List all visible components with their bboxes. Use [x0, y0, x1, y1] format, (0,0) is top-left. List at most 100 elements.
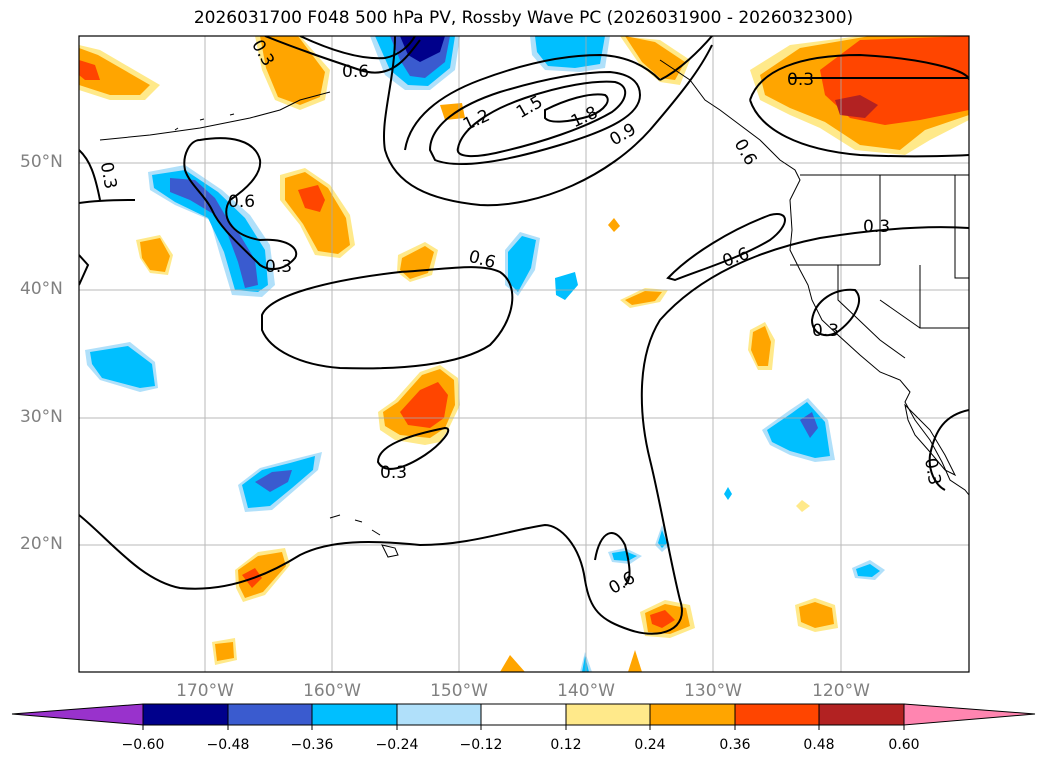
fill-positive-south: [628, 650, 642, 672]
fill-positive-east: [751, 326, 771, 366]
coast-alaska-islands: [174, 113, 235, 131]
fill-positive-east: [796, 500, 810, 512]
fill-negative-east: [767, 402, 830, 458]
contour-label: 0.6: [720, 244, 752, 272]
contour-line: [264, 36, 421, 74]
colorbar-low-arrow: [11, 703, 144, 726]
contour-line: [749, 53, 969, 158]
gridlines: [79, 36, 969, 672]
contour-line: [928, 409, 969, 491]
colorbar-segment: [227, 703, 313, 726]
colorbar-label: 0.60: [888, 737, 920, 753]
fill-positive-central: [400, 382, 448, 428]
contour-line: [299, 36, 416, 60]
fill-negative-south: [658, 530, 667, 548]
lat-label: 30°N: [20, 407, 63, 427]
colorbar-label: −0.24: [375, 737, 419, 753]
contour-label: 0.3: [380, 463, 407, 483]
fill-positive-northwest: [79, 48, 150, 95]
contour-label: 0.3: [265, 257, 292, 277]
fill-negative-west: [170, 178, 258, 288]
colorbar-segment: [734, 703, 820, 726]
fill-positive-northeast: [835, 95, 878, 118]
fill-positive-center: [625, 291, 662, 305]
contour-line: [79, 254, 90, 286]
lon-label: 130°W: [684, 681, 742, 701]
coast-hawaii: [329, 514, 399, 558]
colorbar-segment: [142, 703, 229, 726]
colorbar-segment: [480, 703, 567, 726]
contour-line: [456, 80, 627, 158]
contour-line: [79, 226, 969, 635]
colorbar-label: −0.60: [121, 737, 165, 753]
contour-label: 1.8: [568, 103, 601, 133]
contour-line: [383, 36, 713, 207]
coast-north-america: [659, 59, 969, 496]
colorbar-label: 0.12: [550, 737, 582, 753]
colorbar-segment: [649, 703, 736, 726]
colorbar-ticks: [142, 725, 905, 730]
contour-label: 1.2: [460, 106, 493, 136]
colorbar-label: −0.36: [290, 737, 334, 753]
fill-positive-south: [500, 655, 525, 672]
colorbar-segment: [818, 703, 905, 726]
fill-positive-northwest: [79, 60, 100, 80]
fill-negative-east-small: [856, 564, 880, 577]
fill-negative-center: [555, 272, 578, 300]
colorbar: [11, 703, 1036, 730]
contour-line: [666, 213, 786, 282]
colorbar-high-arrow: [903, 703, 1036, 726]
contour-label: 0.3: [787, 70, 814, 90]
fill-positive-west: [298, 185, 325, 212]
lon-label: 120°W: [812, 681, 870, 701]
fill-negative-south: [612, 551, 637, 561]
fill-positive-west: [285, 172, 350, 254]
map-frame: [78, 35, 970, 673]
colorbar-label: −0.12: [459, 737, 503, 753]
map-title: 2026031700 F048 500 hPa PV, Rossby Wave …: [193, 8, 854, 28]
contour-label: 0.6: [342, 62, 369, 82]
state-border-lines: [790, 175, 969, 329]
coast-baja: [904, 403, 957, 477]
colorbar-label: 0.48: [803, 737, 835, 753]
contour-label: 0.3: [863, 217, 890, 237]
contour-line: [659, 36, 713, 81]
contour-line: [810, 288, 860, 337]
contour-label: 0.6: [730, 136, 761, 169]
contour-line: [428, 70, 642, 165]
fill-negative-center: [508, 236, 536, 292]
lat-label: 20°N: [20, 534, 63, 554]
colorbar-label: 0.36: [719, 737, 751, 753]
fill-negative-west-far: [90, 346, 155, 388]
fill-positive-west-small: [140, 238, 170, 272]
lon-label: 160°W: [303, 681, 361, 701]
contour-label: 0.3: [96, 161, 120, 191]
contour-line: [594, 532, 631, 586]
contour-line: [404, 53, 661, 151]
coast-alaska: [99, 91, 331, 141]
state-border-california: [837, 265, 906, 359]
fill-negative-southwest: [255, 470, 292, 492]
contour-label: 1.5: [513, 92, 546, 123]
contour-label: 0.3: [812, 321, 839, 341]
contour-line: [261, 266, 514, 370]
fill-positive-south: [215, 642, 234, 661]
contour-line: [376, 426, 450, 470]
pv-contours: [79, 36, 969, 635]
contour-label: 0.6: [466, 247, 497, 273]
colorbar-segment: [311, 703, 398, 726]
lat-label: 40°N: [20, 279, 63, 299]
colorbar-segment: [565, 703, 651, 726]
contour-line: [79, 149, 136, 204]
contour-label: 0.6: [606, 568, 639, 599]
lon-label: 170°W: [176, 681, 234, 701]
fill-positive-east: [799, 602, 834, 628]
contour-line: [183, 137, 298, 271]
colorbar-segment: [396, 703, 482, 726]
fill-positive-south: [650, 610, 675, 628]
lat-label: 50°N: [20, 152, 63, 172]
lon-label: 140°W: [557, 681, 615, 701]
pv-anomaly-fills: [79, 36, 969, 672]
contour-line: [544, 93, 609, 123]
